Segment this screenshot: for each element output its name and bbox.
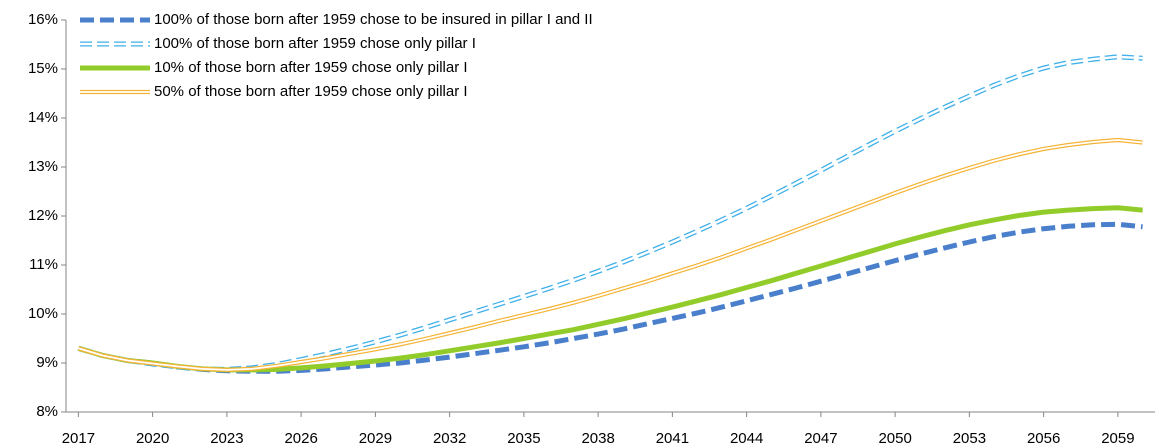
series-line: [77, 205, 1143, 373]
x-tick-label: 2044: [730, 430, 763, 447]
x-tick-label: 2032: [433, 430, 466, 447]
y-tick-label: 14%: [28, 109, 58, 126]
series-line: [77, 221, 1143, 374]
series-line: [77, 137, 1143, 372]
x-tick-label: 2038: [581, 430, 614, 447]
legend-label: 50% of those born after 1959 chose only …: [154, 83, 468, 100]
x-tick-label: 2050: [878, 430, 911, 447]
x-tick-label: 2056: [1027, 430, 1060, 447]
y-tick-label: 12%: [28, 207, 58, 224]
x-tick-label: 2053: [953, 430, 986, 447]
x-tick-label: 2035: [507, 430, 540, 447]
x-tick-label: 2020: [136, 430, 169, 447]
y-tick-label: 9%: [36, 354, 58, 371]
y-tick-label: 15%: [28, 60, 58, 77]
y-tick-label: 10%: [28, 305, 58, 322]
y-tick-label: 13%: [28, 158, 58, 175]
legend-label: 100% of those born after 1959 chose only…: [154, 35, 476, 52]
x-tick-label: 2023: [210, 430, 243, 447]
legend-label: 10% of those born after 1959 chose only …: [154, 59, 468, 76]
y-tick-label: 8%: [36, 403, 58, 420]
y-tick-label: 11%: [29, 256, 58, 273]
legend-label: 100% of those born after 1959 chose to b…: [154, 11, 593, 28]
x-tick-label: 2041: [656, 430, 689, 447]
x-tick-label: 2059: [1101, 430, 1134, 447]
x-tick-label: 2029: [359, 430, 392, 447]
x-tick-label: 2017: [62, 430, 95, 447]
x-tick-label: 2047: [804, 430, 837, 447]
y-tick-label: 16%: [28, 11, 58, 28]
x-tick-label: 2026: [284, 430, 317, 447]
series-line-inner: [78, 139, 1143, 371]
